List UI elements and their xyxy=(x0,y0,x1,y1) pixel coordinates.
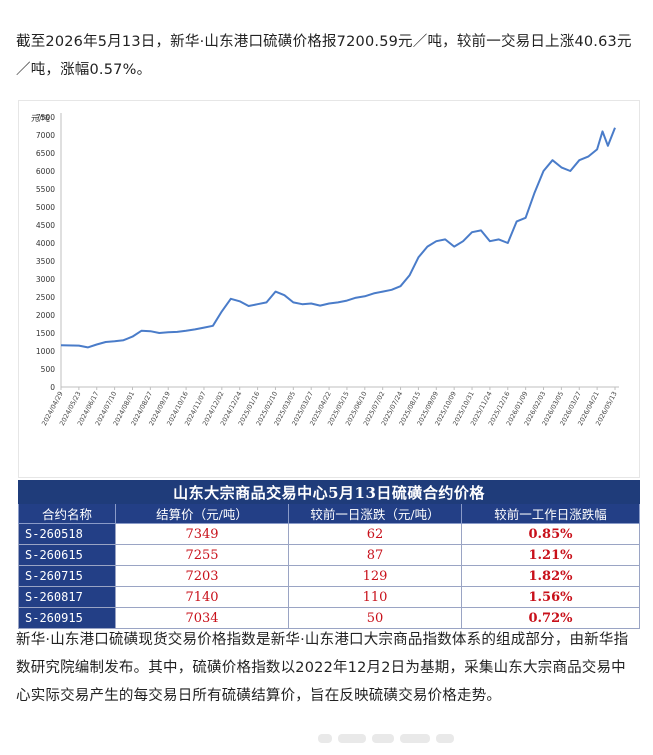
y-tick-label: 5500 xyxy=(36,185,55,194)
row-price: 7255 xyxy=(115,544,289,566)
y-tick-label: 6500 xyxy=(36,149,55,158)
header-settle-price: 结算价（元/吨） xyxy=(115,503,289,524)
watermark xyxy=(318,734,454,743)
price-chart: 元/吨 0 500 1000 1500 2000 2500 3000 3500 4000 4500 5… xyxy=(18,100,640,478)
row-change: 87 xyxy=(288,544,462,566)
row-change: 129 xyxy=(288,565,462,587)
header-day-change: 较前一日涨跌（元/吨） xyxy=(288,503,462,524)
y-tick-label: 4500 xyxy=(36,221,55,230)
table-row: S-260915 7034 50 0.72% xyxy=(18,607,640,629)
row-change: 62 xyxy=(288,523,462,545)
y-tick-label: 1500 xyxy=(36,329,55,338)
table-row: S-260715 7203 129 1.82% xyxy=(18,565,640,587)
outro-paragraph: 新华·山东港口硫磺现货交易价格指数是新华·山东港口大宗商品指数体系的组成部分，由… xyxy=(16,632,629,704)
contract-price-table: 山东大宗商品交易中心5月13日硫磺合约价格 合约名称 结算价（元/吨） 较前一日… xyxy=(18,480,640,629)
line-chart-svg: 元/吨 0 500 1000 1500 2000 2500 3000 3500 4000 4500 5… xyxy=(31,113,619,427)
y-tick-label: 500 xyxy=(41,365,56,374)
y-axis-title: 元/吨 xyxy=(31,113,50,123)
row-code: S-260817 xyxy=(18,586,116,608)
y-tick-label: 7500 xyxy=(36,113,55,122)
y-tick-label: 2500 xyxy=(36,293,55,302)
row-pct: 1.21% xyxy=(461,544,640,566)
y-tick-label: 4000 xyxy=(36,239,55,248)
row-pct: 1.56% xyxy=(461,586,640,608)
y-tick-label: 5000 xyxy=(36,203,55,212)
row-code: S-260715 xyxy=(18,565,116,587)
y-tick-label: 2000 xyxy=(36,311,55,320)
row-price: 7140 xyxy=(115,586,289,608)
row-price: 7034 xyxy=(115,607,289,629)
y-tick-label: 3000 xyxy=(36,275,55,284)
row-pct: 1.82% xyxy=(461,565,640,587)
row-code: S-260518 xyxy=(18,523,116,545)
y-tick-label: 1000 xyxy=(36,347,55,356)
row-change: 110 xyxy=(288,586,462,608)
y-tick-label: 0 xyxy=(50,383,55,392)
table-row: S-260518 7349 62 0.85% xyxy=(18,523,640,545)
price-series-line xyxy=(60,127,616,349)
table-header-row: 合约名称 结算价（元/吨） 较前一日涨跌（元/吨） 较前一工作日涨跌幅 xyxy=(18,503,640,524)
y-tick-label: 7000 xyxy=(36,131,55,140)
table-title: 山东大宗商品交易中心5月13日硫磺合约价格 xyxy=(18,480,640,504)
intro-paragraph: 截至2026年5月13日，新华·山东港口硫磺价格报7200.59元／吨，较前一交… xyxy=(16,34,632,78)
header-pct-change: 较前一工作日涨跌幅 xyxy=(461,503,640,524)
row-pct: 0.72% xyxy=(461,607,640,629)
table-row: S-260817 7140 110 1.56% xyxy=(18,586,640,608)
row-price: 7203 xyxy=(115,565,289,587)
row-price: 7349 xyxy=(115,523,289,545)
header-contract: 合约名称 xyxy=(18,503,116,524)
table-row: S-260615 7255 87 1.21% xyxy=(18,544,640,566)
row-change: 50 xyxy=(288,607,462,629)
y-tick-label: 3500 xyxy=(36,257,55,266)
y-tick-label: 6000 xyxy=(36,167,55,176)
row-pct: 0.85% xyxy=(461,523,640,545)
row-code: S-260615 xyxy=(18,544,116,566)
